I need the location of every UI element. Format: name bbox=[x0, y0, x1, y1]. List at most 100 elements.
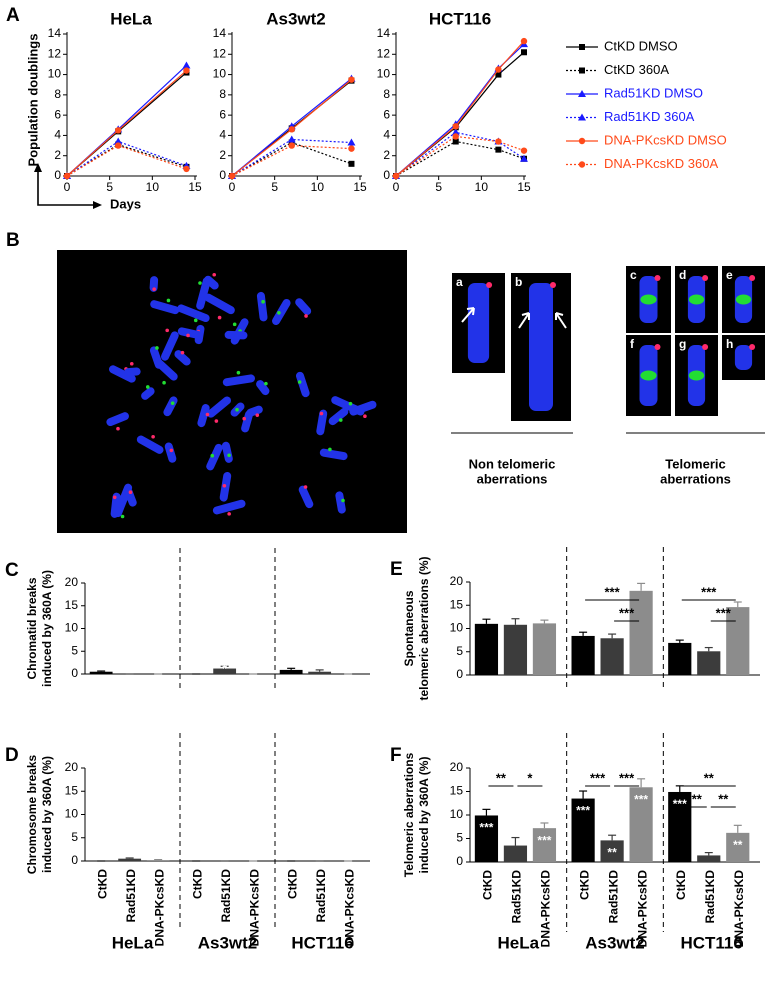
arrow bbox=[555, 312, 567, 329]
significance-label: *** bbox=[537, 833, 551, 847]
bracket-label: *** bbox=[605, 584, 621, 599]
chromosome bbox=[174, 350, 191, 366]
inset-signal bbox=[688, 294, 705, 305]
error-bar bbox=[608, 633, 617, 639]
inset-chromosome bbox=[734, 345, 753, 370]
marker bbox=[288, 142, 295, 149]
marker bbox=[495, 146, 502, 153]
bar bbox=[600, 840, 624, 862]
bar bbox=[503, 845, 528, 862]
inset-chromosome bbox=[529, 283, 553, 411]
y-tick-label: 2 bbox=[219, 148, 226, 162]
chromosome bbox=[349, 400, 377, 416]
bracket-label: * bbox=[527, 770, 533, 785]
legend-label: CtKD 360A bbox=[604, 62, 669, 77]
arrow bbox=[518, 312, 530, 329]
marker bbox=[115, 142, 122, 149]
category-label: DNA-PKcsKD bbox=[732, 870, 746, 948]
bar bbox=[629, 590, 653, 675]
error-bar bbox=[220, 665, 229, 669]
chromosome bbox=[204, 275, 219, 290]
y-axis-label: Population doublings bbox=[25, 34, 40, 167]
marker bbox=[452, 123, 459, 130]
y-axis-label: induced by 360A (%) bbox=[417, 757, 431, 874]
y-tick-label: 20 bbox=[65, 760, 79, 774]
chromosome bbox=[124, 367, 141, 377]
marker bbox=[520, 37, 528, 45]
y-tick-label: 5 bbox=[456, 644, 463, 658]
inset-chromosome bbox=[467, 283, 490, 363]
error-bar bbox=[637, 778, 646, 788]
x-tick-label: 10 bbox=[146, 180, 160, 194]
category-label: DNA-PKcsKD bbox=[539, 870, 553, 948]
telomere bbox=[112, 495, 117, 500]
x-tick-label: 15 bbox=[353, 180, 367, 194]
marker bbox=[452, 138, 459, 145]
panel-label: F bbox=[390, 745, 402, 766]
telomere bbox=[341, 498, 345, 503]
telomere bbox=[222, 483, 227, 488]
telomere bbox=[169, 448, 174, 453]
marker bbox=[114, 137, 123, 145]
y-tick-label: 10 bbox=[48, 67, 62, 81]
inset-label: b bbox=[515, 275, 522, 289]
telomere bbox=[162, 380, 166, 385]
marker bbox=[348, 160, 355, 167]
error-bar bbox=[540, 822, 549, 829]
y-tick-label: 6 bbox=[219, 107, 226, 121]
legend-label: Rad51KD DMSO bbox=[604, 85, 703, 100]
marker bbox=[578, 90, 586, 97]
chromosome bbox=[110, 492, 121, 518]
y-tick-label: 5 bbox=[71, 830, 78, 844]
telomere bbox=[205, 412, 210, 417]
bar bbox=[503, 624, 528, 675]
telomere bbox=[363, 414, 367, 418]
bar bbox=[474, 815, 499, 862]
error-bar bbox=[608, 834, 617, 841]
y-tick-label: 20 bbox=[450, 574, 464, 588]
significance-label: ** bbox=[607, 846, 617, 860]
telomere bbox=[236, 370, 241, 375]
group-label: As3wt2 bbox=[585, 933, 645, 952]
error-bar bbox=[511, 618, 520, 625]
telomere bbox=[155, 346, 159, 350]
x-tick-label: 5 bbox=[435, 180, 442, 194]
telomere bbox=[297, 380, 302, 384]
caption: Non telomeric bbox=[469, 456, 556, 471]
y-tick-label: 10 bbox=[213, 67, 227, 81]
group-label: As3wt2 bbox=[198, 933, 258, 952]
legend-label: DNA-PKcsKD DMSO bbox=[604, 132, 727, 147]
marker bbox=[520, 154, 528, 162]
marker bbox=[495, 71, 502, 78]
telomere bbox=[116, 426, 120, 431]
group-label: HCT116 bbox=[680, 933, 742, 952]
caption: Telomeric bbox=[665, 456, 725, 471]
series-line bbox=[395, 140, 525, 177]
chromosome bbox=[136, 435, 164, 454]
bar bbox=[697, 651, 721, 675]
telomere bbox=[255, 413, 260, 417]
bar bbox=[726, 832, 750, 862]
y-axis-label: Telomeric aberrations bbox=[402, 752, 416, 877]
y-tick-label: 15 bbox=[450, 784, 464, 798]
bar bbox=[726, 607, 750, 675]
inset-label: e bbox=[726, 268, 733, 282]
y-tick-label: 4 bbox=[383, 128, 390, 142]
telomere bbox=[348, 401, 353, 406]
telomere bbox=[129, 361, 134, 366]
arrow bbox=[461, 307, 475, 323]
bar bbox=[118, 858, 142, 861]
y-axis-label: Spontaneous bbox=[402, 590, 416, 666]
series-line bbox=[395, 135, 525, 177]
y-tick-label: 12 bbox=[377, 46, 391, 60]
arrow-head bbox=[34, 163, 102, 209]
chromosome bbox=[335, 491, 346, 514]
y-axis-label: induced by 360A (%) bbox=[40, 570, 54, 687]
error-bar bbox=[125, 857, 134, 859]
error-bar bbox=[704, 646, 713, 652]
category-label: DNA-PKcsKD bbox=[342, 869, 356, 947]
marker bbox=[579, 44, 585, 50]
series-line bbox=[231, 138, 352, 177]
chromosome bbox=[150, 300, 180, 315]
